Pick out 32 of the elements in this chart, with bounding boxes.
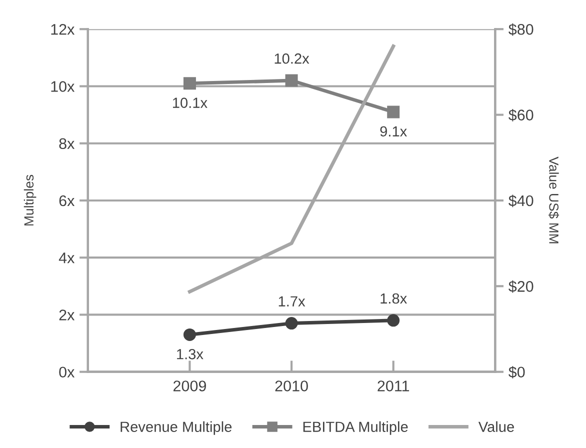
point [285,74,298,87]
y-tick-label: 8x [59,138,75,150]
data-label: 1.7x [278,296,306,306]
y2-tick-label: $0 [508,366,525,378]
y2-axis-title: Value US$ MM [548,156,560,244]
point [285,317,298,330]
y2-tick-label: $40 [508,194,534,208]
y-tick-label: 12x [51,24,75,35]
y2-tick-label: $60 [508,109,534,122]
x-tick-label: 2009 [173,380,206,392]
point [183,328,196,341]
y-axis-title: Multiples [24,174,36,226]
y-tick-label: 6x [59,195,75,206]
legend-label: EBITDA Multiple [303,421,408,435]
y2-tick-label: $80 [508,23,534,36]
y-tick-label: 2x [59,310,75,320]
point [387,314,400,327]
point [183,77,196,90]
x-tick-label: 2011 [378,380,410,392]
data-label: 1.3x [177,348,204,360]
data-label: 10.2x [274,53,310,64]
y-tick-label: 10x [51,81,75,92]
data-label: 1.8x [380,293,407,304]
y2-tick-label: $20 [508,280,534,293]
legend-label: Revenue Multiple [120,421,232,435]
legend-label: Value [478,421,514,432]
data-label: 10.1x [172,98,208,108]
data-label: 9.1x [380,126,407,137]
point [387,106,400,118]
y-tick-label: 4x [58,252,75,264]
x-tick-label: 2010 [275,380,308,392]
y-tick-label: 0x [59,366,75,378]
